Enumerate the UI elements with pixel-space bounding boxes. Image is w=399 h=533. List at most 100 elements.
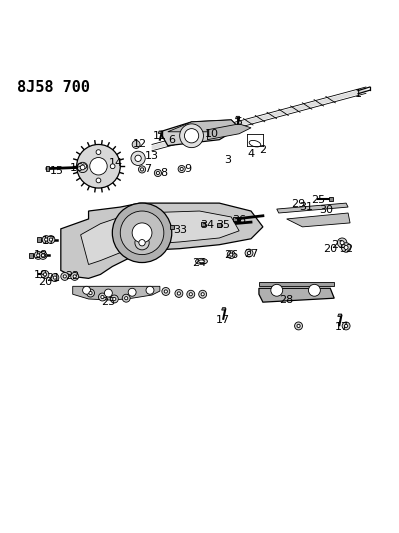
Circle shape (71, 272, 79, 280)
Circle shape (139, 239, 145, 246)
Circle shape (111, 295, 118, 303)
Circle shape (342, 243, 351, 252)
Circle shape (110, 164, 115, 168)
Circle shape (99, 293, 107, 301)
Circle shape (344, 325, 348, 327)
Circle shape (175, 289, 183, 297)
Circle shape (187, 290, 195, 298)
Circle shape (43, 273, 47, 276)
Text: 12: 12 (133, 140, 147, 149)
Circle shape (297, 325, 300, 327)
Circle shape (138, 166, 146, 173)
Circle shape (247, 252, 251, 255)
Polygon shape (286, 213, 350, 227)
Circle shape (113, 297, 116, 301)
Circle shape (41, 254, 45, 257)
Circle shape (294, 322, 302, 330)
Polygon shape (160, 120, 239, 146)
Circle shape (41, 270, 49, 278)
Polygon shape (233, 217, 237, 221)
Text: 18: 18 (34, 249, 48, 260)
Circle shape (189, 293, 192, 296)
Text: 33: 33 (173, 225, 187, 235)
Text: 27: 27 (244, 249, 258, 259)
Text: 23: 23 (101, 297, 115, 307)
Text: 3: 3 (224, 155, 231, 165)
Polygon shape (235, 116, 239, 119)
Circle shape (180, 124, 203, 148)
Circle shape (177, 292, 180, 295)
Circle shape (135, 155, 141, 161)
Circle shape (201, 293, 204, 296)
Circle shape (122, 294, 130, 302)
Polygon shape (338, 314, 342, 317)
Polygon shape (73, 286, 160, 300)
Circle shape (96, 150, 101, 155)
Circle shape (87, 289, 95, 297)
Polygon shape (259, 288, 334, 302)
Polygon shape (330, 197, 333, 201)
Circle shape (105, 289, 113, 297)
Circle shape (124, 296, 128, 300)
Text: 13: 13 (145, 151, 159, 161)
Polygon shape (170, 225, 174, 229)
Circle shape (338, 238, 347, 247)
Circle shape (96, 178, 101, 183)
Circle shape (271, 284, 283, 296)
Text: 8J58 700: 8J58 700 (17, 80, 90, 95)
Text: 5: 5 (236, 117, 243, 127)
Circle shape (37, 254, 40, 257)
Text: 28: 28 (280, 295, 294, 305)
Polygon shape (201, 222, 205, 226)
Polygon shape (46, 166, 49, 171)
Text: 19: 19 (34, 270, 48, 280)
Circle shape (162, 287, 170, 295)
Polygon shape (277, 203, 348, 213)
Text: 20: 20 (38, 277, 52, 287)
Circle shape (180, 167, 183, 171)
Circle shape (90, 158, 107, 175)
Circle shape (51, 273, 59, 281)
Circle shape (227, 251, 235, 259)
Circle shape (89, 292, 92, 295)
Polygon shape (222, 308, 226, 310)
Polygon shape (259, 282, 334, 286)
Text: 14: 14 (109, 158, 123, 168)
Circle shape (344, 246, 348, 249)
Text: 8: 8 (160, 168, 168, 179)
Circle shape (132, 141, 140, 148)
Circle shape (77, 162, 88, 173)
Circle shape (47, 236, 55, 244)
Circle shape (77, 144, 120, 188)
Circle shape (73, 275, 76, 278)
Text: 10: 10 (204, 129, 218, 139)
Circle shape (45, 238, 48, 241)
Text: 36: 36 (232, 215, 246, 225)
Circle shape (184, 128, 199, 143)
Text: 16: 16 (70, 163, 84, 173)
Text: 34: 34 (200, 220, 215, 230)
Polygon shape (207, 124, 251, 140)
Text: 4: 4 (247, 149, 255, 159)
Polygon shape (61, 203, 263, 278)
Circle shape (53, 276, 57, 279)
Circle shape (340, 241, 344, 245)
Text: 31: 31 (300, 202, 314, 212)
Ellipse shape (196, 259, 207, 264)
Circle shape (156, 172, 160, 175)
Circle shape (49, 238, 53, 241)
Text: 1: 1 (354, 89, 361, 99)
Text: 35: 35 (216, 220, 230, 230)
Circle shape (61, 272, 69, 280)
Circle shape (42, 236, 50, 244)
Circle shape (135, 236, 149, 250)
Text: 17: 17 (335, 322, 349, 332)
Circle shape (308, 284, 320, 296)
Text: 6: 6 (168, 135, 175, 144)
Circle shape (131, 151, 145, 165)
Circle shape (342, 322, 350, 330)
Text: 30: 30 (319, 205, 333, 215)
Circle shape (154, 169, 162, 176)
Circle shape (120, 211, 164, 255)
Circle shape (229, 253, 233, 256)
